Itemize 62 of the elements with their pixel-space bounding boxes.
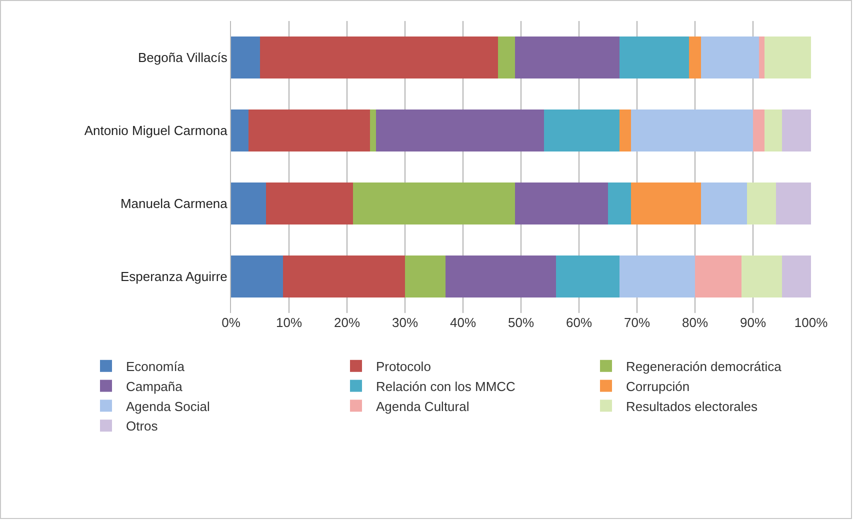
y-tick-label: Begoña Villacís (138, 50, 228, 66)
bar (695, 255, 742, 298)
legend-label: Campaña (126, 378, 184, 394)
bar (283, 255, 405, 298)
bar (631, 109, 753, 152)
x-tick-label: 50% (508, 315, 534, 330)
bar (231, 182, 266, 225)
bar (700, 182, 748, 225)
legend-label: Relación con los MMCC (376, 378, 516, 394)
bar (248, 109, 370, 152)
legend-label: Agenda Social (126, 398, 210, 414)
bar (758, 36, 765, 79)
bar (446, 255, 556, 298)
bar (231, 255, 284, 298)
bar (741, 255, 782, 298)
bar (620, 109, 632, 152)
x-tick-label: 90% (740, 315, 766, 330)
bar (700, 36, 759, 79)
bar (498, 36, 516, 79)
bar (376, 109, 544, 152)
legend-label: Economía (126, 358, 186, 374)
x-tick-label: 10% (276, 315, 302, 330)
x-tick-label: 60% (566, 315, 592, 330)
x-tick-label: 30% (392, 315, 418, 330)
x-tick-label: 80% (682, 315, 708, 330)
bar (782, 255, 811, 298)
bar (515, 182, 608, 225)
bar (515, 36, 620, 79)
bar (747, 182, 776, 225)
bar (776, 182, 811, 225)
bar (352, 182, 516, 225)
x-tick-label: 100% (794, 315, 828, 330)
legend-label: Regeneración democrática (626, 358, 782, 374)
bar (631, 182, 701, 225)
bar (753, 109, 765, 152)
legend-label: Otros (126, 418, 158, 434)
bar (556, 255, 620, 298)
bar (764, 36, 811, 79)
y-tick-label: Manuela Carmena (120, 196, 228, 212)
bar (370, 109, 376, 152)
legend-label: Agenda Cultural (376, 398, 470, 414)
bar (231, 109, 248, 152)
bar (260, 36, 498, 79)
x-tick-label: 70% (624, 315, 650, 330)
legend-label: Corrupción (626, 378, 690, 394)
x-tick-label: 20% (334, 315, 360, 330)
bar (266, 182, 353, 225)
bar (405, 255, 446, 298)
y-tick-label: Antonio Miguel Carmona (84, 123, 228, 138)
bar (689, 36, 701, 79)
bar (231, 36, 260, 79)
legend-label: Resultados electorales (626, 398, 758, 414)
legend-label: Protocolo (376, 358, 431, 374)
bar (620, 36, 690, 79)
bar (764, 109, 782, 152)
bar (608, 182, 632, 225)
bar (620, 255, 695, 298)
x-tick-label: 0% (222, 315, 241, 330)
bar (782, 109, 811, 152)
y-tick-label: Esperanza Aguirre (120, 269, 228, 284)
x-tick-label: 40% (450, 315, 476, 330)
bar (544, 109, 620, 152)
